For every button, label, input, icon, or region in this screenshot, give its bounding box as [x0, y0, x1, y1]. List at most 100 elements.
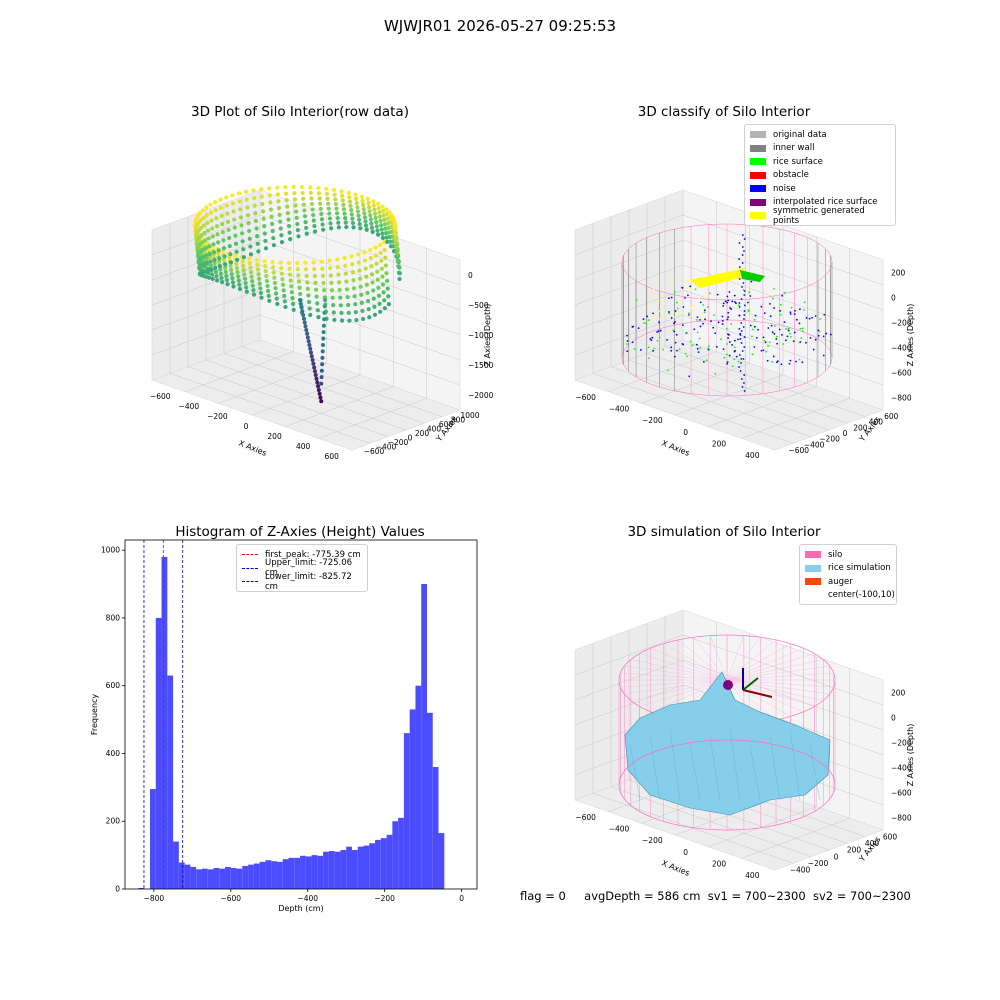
data-point [266, 288, 271, 293]
noise-point [795, 318, 798, 321]
data-point [319, 399, 324, 404]
data-point [306, 293, 311, 298]
data-point [263, 238, 268, 244]
histogram-bar [271, 861, 277, 889]
data-point [340, 193, 345, 198]
histogram-bar [323, 851, 329, 889]
data-point [203, 238, 208, 243]
noise-point [738, 302, 741, 304]
data-point [328, 265, 333, 271]
symmetric-point [674, 316, 677, 319]
rice-surface-point [775, 335, 778, 338]
data-point [306, 299, 312, 305]
legend-label: Upper_limit: -725.06 cm [265, 558, 353, 579]
data-point [384, 235, 389, 240]
data-point [268, 200, 273, 205]
noise-point [764, 341, 767, 344]
data-point [247, 261, 252, 266]
noise-point [766, 359, 769, 362]
data-point [259, 295, 264, 300]
x-tick-label: 200 [267, 432, 282, 441]
data-point [349, 254, 354, 259]
data-point [378, 309, 383, 314]
data-point [313, 280, 318, 285]
data-point [286, 260, 291, 266]
data-point [319, 217, 325, 222]
symmetric-point [653, 308, 657, 311]
data-point [224, 277, 230, 283]
noise-point [722, 305, 725, 307]
data-point [193, 217, 199, 222]
noise-point [788, 362, 791, 365]
symmetric-cluster [690, 268, 745, 288]
data-point [378, 250, 383, 255]
z-tick-label: −200 [891, 319, 912, 328]
data-point [221, 246, 227, 251]
rice-surface-point [748, 291, 750, 294]
noise-point [728, 354, 731, 357]
data-point [370, 229, 375, 234]
data-point [287, 272, 293, 277]
histogram-bar [150, 789, 156, 889]
noise-point [789, 359, 792, 362]
data-point [378, 218, 383, 224]
noise-point [763, 312, 766, 315]
data-point [362, 211, 367, 216]
data-point [293, 203, 298, 208]
x-tick-label: −600 [220, 894, 241, 903]
simulation-plot-title: 3D simulation of Silo Interior [627, 524, 821, 540]
data-point [327, 211, 332, 216]
rice-surface-point [723, 356, 726, 359]
data-point [200, 208, 205, 213]
rice-surface-point [799, 327, 802, 330]
data-point [278, 219, 283, 224]
noise-point [727, 316, 730, 319]
data-point [255, 241, 260, 246]
data-point [369, 264, 374, 269]
legend-entry: obstacle [750, 169, 890, 183]
legend-entry: auger [805, 575, 891, 589]
data-point [278, 260, 283, 265]
noise-point [721, 315, 724, 318]
silo-spoke [639, 653, 728, 681]
data-point [379, 266, 384, 271]
noise-point [674, 310, 677, 312]
rice-surface-point [685, 355, 688, 358]
noise-point [659, 329, 662, 332]
data-point [321, 343, 325, 347]
noise-point [704, 318, 706, 321]
noise-point [738, 278, 741, 280]
data-point [380, 204, 385, 209]
data-point [292, 197, 297, 202]
data-point [288, 237, 293, 242]
rice-surface-point [647, 346, 650, 349]
noise-point [808, 317, 811, 320]
data-point [371, 296, 376, 301]
histogram-bar [155, 617, 162, 889]
data-point [373, 215, 378, 221]
data-point [309, 354, 314, 359]
data-point [267, 193, 272, 198]
data-point [309, 201, 315, 207]
data-point [305, 280, 310, 285]
histogram-bar [317, 855, 324, 889]
noise-point [754, 314, 757, 317]
noise-point [670, 296, 673, 299]
data-point [361, 207, 366, 212]
data-point [270, 259, 275, 265]
silo-spoke [709, 635, 728, 681]
noise-point [814, 338, 817, 341]
y-tick-label: 400 [106, 749, 121, 758]
histogram-bar [409, 709, 416, 889]
legend-entry: rice surface [750, 155, 890, 169]
noise-point [775, 338, 778, 340]
noise-point [781, 294, 784, 297]
data-point [211, 242, 216, 247]
data-point [288, 278, 293, 283]
symmetric-point [656, 302, 660, 305]
y-tick-label: 1000 [460, 411, 479, 420]
data-point [319, 375, 324, 380]
data-point [329, 280, 334, 285]
grid-line [574, 634, 684, 676]
noise-point [739, 334, 742, 336]
